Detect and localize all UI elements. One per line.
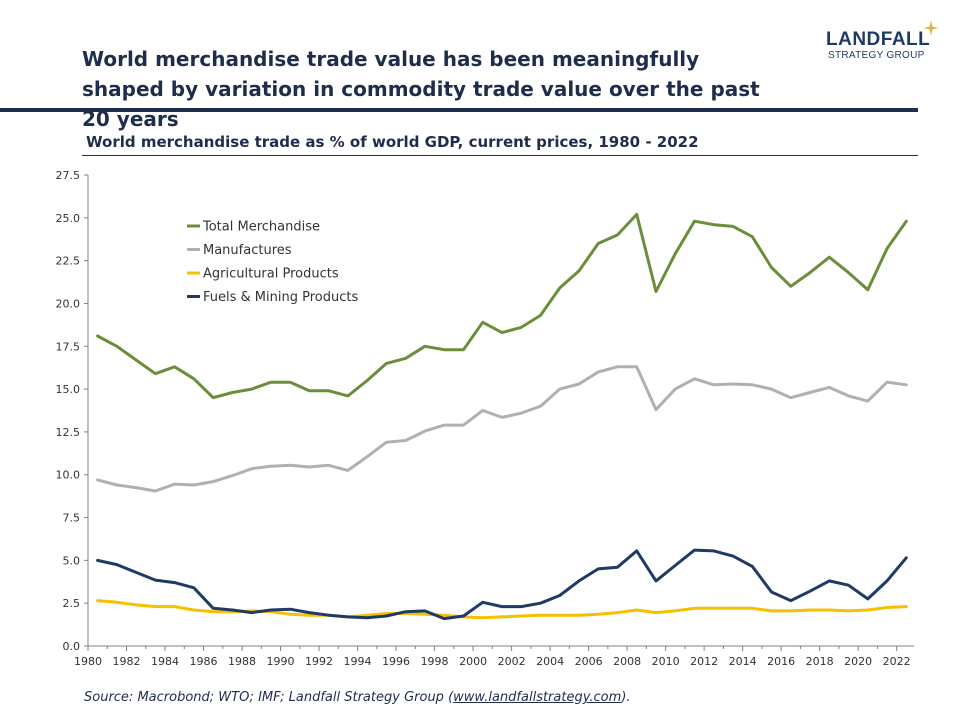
x-tick-label: 2000 [459,655,487,668]
chart-title: World merchandise trade as % of world GD… [86,133,699,151]
source-prefix: Source: Macrobond; WTO; IMF; Landfall St… [84,690,454,705]
x-tick-label: 2010 [652,655,680,668]
x-tick-label: 1994 [344,655,372,668]
landfall-logo: LANDFALL STRATEGY GROUP [826,20,939,62]
y-tick-label: 0.0 [63,640,81,653]
logo-wordmark: LANDFALL [826,29,931,50]
y-tick-label: 7.5 [63,512,81,525]
x-tick-label: 1992 [305,655,333,668]
x-tick-label: 2002 [498,655,526,668]
x-tick-label: 2004 [536,655,564,668]
x-tick-label: 1986 [190,655,218,668]
legend-label-manufactures: Manufactures [203,243,292,258]
star-icon [923,20,939,36]
x-tick-label: 2020 [844,655,872,668]
y-tick-label: 22.5 [56,255,81,268]
x-tick-label: 2022 [883,655,911,668]
x-tick-label: 2008 [613,655,641,668]
y-tick-label: 15.0 [56,383,81,396]
x-tick-label: 1998 [421,655,449,668]
source-note: Source: Macrobond; WTO; IMF; Landfall St… [84,690,631,705]
x-tick-label: 2018 [806,655,834,668]
series-line-fuels-mining-products [96,548,908,621]
legend-label-agricultural-products: Agricultural Products [203,267,339,282]
source-suffix: ). [621,690,631,705]
y-tick-label: 10.0 [56,469,81,482]
legend-label-total-merchandise: Total Merchandise [202,220,320,235]
y-tick-label: 2.5 [63,597,81,610]
x-tick-label: 2016 [767,655,795,668]
source-link[interactable]: www.landfallstrategy.com [453,690,622,705]
chart-title-divider [82,155,918,156]
series-line-manufactures [96,365,908,493]
x-tick-label: 1988 [228,655,256,668]
y-tick-label: 17.5 [56,340,81,353]
x-tick-label: 2012 [690,655,718,668]
x-tick-label: 1980 [74,655,102,668]
x-tick-label: 1984 [151,655,179,668]
y-tick-label: 25.0 [56,212,81,225]
y-tick-label: 5.0 [63,554,81,567]
headline: World merchandise trade value has been m… [82,47,760,131]
x-tick-label: 1990 [267,655,295,668]
y-tick-label: 27.5 [56,169,81,182]
y-tick-label: 20.0 [56,297,81,310]
x-tick-label: 2014 [729,655,757,668]
x-tick-label: 1982 [113,655,141,668]
y-tick-label: 12.5 [56,426,81,439]
series-line-agricultural-products [96,599,908,620]
legend-label-fuels-mining-products: Fuels & Mining Products [203,290,358,305]
x-tick-label: 1996 [382,655,410,668]
x-tick-label: 2006 [575,655,603,668]
header-divider [0,108,918,112]
logo-subtitle: STRATEGY GROUP [828,50,925,61]
series-line-total-merchandise [96,212,908,400]
